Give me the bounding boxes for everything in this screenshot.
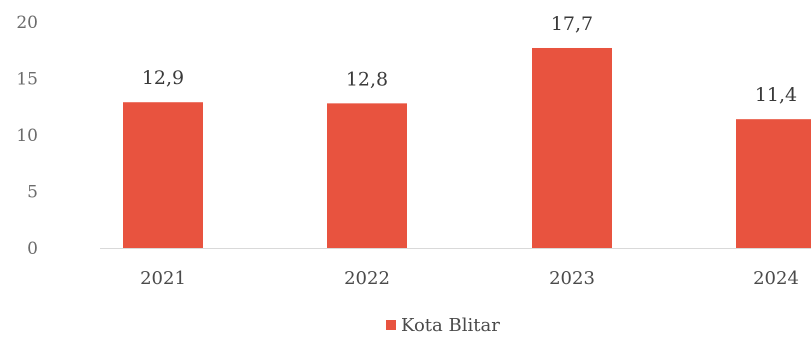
data-labels: 12,9 12,8 17,7 11,4 (142, 13, 797, 106)
x-tick-label-2023: 2023 (549, 268, 595, 289)
data-label-2024: 11,4 (755, 84, 797, 106)
bar-2022 (327, 103, 407, 248)
bar-2023 (532, 47, 612, 248)
y-axis: 0 5 10 15 20 (16, 13, 38, 259)
y-tick-label-1: 5 (27, 183, 38, 203)
bar-2021 (123, 102, 203, 248)
y-tick-label-0: 0 (27, 239, 38, 259)
y-tick-label-3: 15 (16, 70, 38, 90)
y-tick-label-2: 10 (16, 126, 38, 146)
data-label-2022: 12,8 (346, 68, 388, 90)
legend-swatch (386, 320, 396, 330)
x-tick-label-2022: 2022 (344, 268, 390, 289)
x-axis: 2021 2022 2023 2024 (140, 268, 799, 289)
x-tick-label-2021: 2021 (140, 268, 186, 289)
bar-2024 (736, 119, 811, 249)
x-tick-label-2024: 2024 (753, 268, 799, 289)
legend: Kota Blitar (386, 315, 500, 336)
data-label-2021: 12,9 (142, 67, 184, 89)
legend-label: Kota Blitar (401, 315, 500, 336)
data-label-2023: 17,7 (551, 13, 593, 35)
bar-series-kota-blitar (123, 47, 811, 249)
y-tick-label-4: 20 (16, 13, 38, 33)
